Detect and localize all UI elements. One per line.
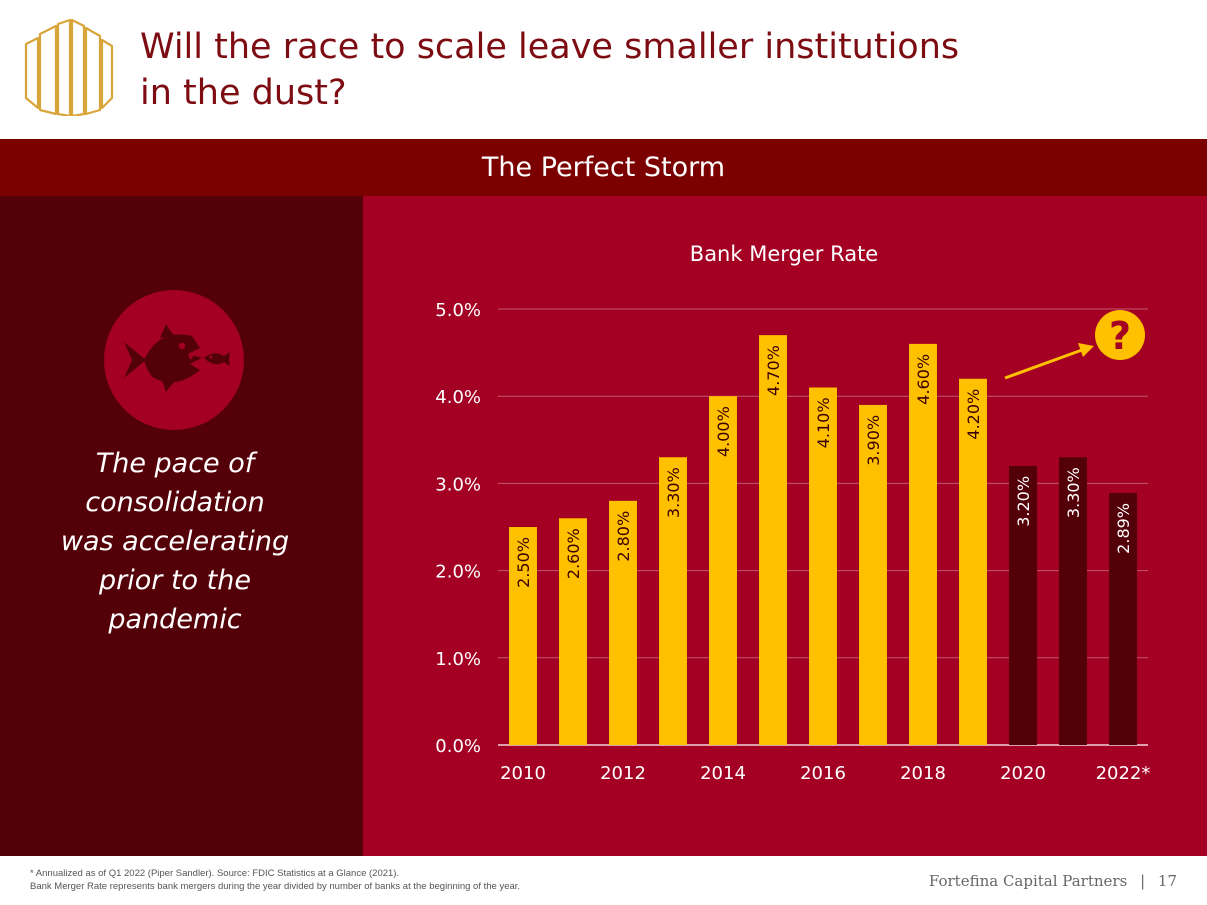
quote-line: prior to the — [99, 565, 251, 596]
bar-2016 — [809, 387, 837, 745]
title-line-1: Will the race to scale leave smaller ins… — [140, 27, 960, 67]
page-number: 17 — [1157, 872, 1177, 890]
bar-2020 — [1009, 465, 1037, 745]
question-mark: ? — [1109, 314, 1131, 358]
y-tick-label: 1.0% — [435, 649, 481, 670]
bar-2012 — [609, 500, 637, 745]
bar-data-label: 4.00% — [714, 406, 733, 457]
footnote: * Annualized as of Q1 2022 (Piper Sandle… — [30, 867, 520, 893]
x-tick-label: 2010 — [500, 763, 546, 784]
x-tick-label: 2016 — [800, 763, 846, 784]
bar-data-label: 4.10% — [814, 397, 833, 448]
footer-brand: Fortefina Capital Partners | 17 — [929, 872, 1177, 890]
bar-2018 — [909, 343, 937, 745]
bar-2011 — [559, 518, 587, 745]
bar-data-label: 2.60% — [564, 528, 583, 579]
x-tick-label: 2022* — [1096, 763, 1151, 784]
question-circle-icon — [1095, 310, 1145, 360]
x-tick-label: 2020 — [1000, 763, 1046, 784]
y-tick-label: 4.0% — [435, 387, 481, 408]
footnote-line-1: * Annualized as of Q1 2022 (Piper Sandle… — [30, 868, 400, 879]
title-line-2: in the dust? — [140, 73, 347, 113]
quote-line: consolidation — [85, 487, 265, 518]
chart-title: Bank Merger Rate — [690, 242, 878, 266]
bar-data-label: 4.20% — [964, 389, 983, 440]
bar-data-label: 2.89% — [1114, 503, 1133, 554]
bars — [509, 335, 1137, 745]
bar-2021 — [1059, 457, 1087, 745]
bar-data-label: 2.50% — [514, 537, 533, 588]
bar-2019 — [959, 378, 987, 745]
bar-data-label: 4.60% — [914, 354, 933, 405]
quote-line: pandemic — [108, 604, 242, 635]
bar-data-label: 3.30% — [1064, 467, 1083, 518]
bar-data-label: 3.20% — [1014, 476, 1033, 527]
bar-2010 — [509, 527, 537, 745]
bar-data-label: 4.70% — [764, 345, 783, 396]
bar-data-labels: 2.50% 2.60% 2.80% 3.30% 4.00% 4.70% 4.10% 3.90%… — [514, 345, 1133, 588]
quote-line: was accelerating — [60, 526, 290, 557]
bar-data-label: 3.30% — [664, 467, 683, 518]
bar-2017 — [859, 404, 887, 745]
y-tick-label: 5.0% — [435, 300, 481, 321]
fish-circle — [104, 290, 244, 430]
future-annotation: ? — [1004, 310, 1145, 380]
brand-name: Fortefina Capital Partners — [928, 872, 1128, 890]
bar-2022* — [1109, 492, 1137, 745]
arrow-line — [1004, 348, 1083, 380]
bar-2013 — [659, 457, 687, 745]
bar-data-label: 3.90% — [864, 415, 883, 466]
y-axis-ticks: 0.0% 1.0% 2.0% 3.0% 4.0% 5.0% — [435, 300, 481, 757]
x-tick-label: 2014 — [700, 763, 746, 784]
bar-data-label: 2.80% — [614, 511, 633, 562]
arrow-head-icon — [1078, 343, 1094, 357]
y-tick-label: 0.0% — [435, 736, 481, 757]
big-fish-eating-small-fish-icon — [124, 324, 230, 392]
x-tick-label: 2012 — [600, 763, 646, 784]
bar-2015 — [759, 335, 787, 745]
quote-line: The pace of — [95, 448, 255, 479]
x-tick-label: 2018 — [900, 763, 946, 784]
consolidation-quote: The pace of consolidation was accelerati… — [30, 444, 320, 639]
y-tick-label: 3.0% — [435, 474, 481, 495]
y-tick-label: 2.0% — [435, 562, 481, 583]
page-title: Will the race to scale leave smaller ins… — [140, 24, 1180, 116]
footer-separator: | — [1140, 872, 1146, 890]
x-axis-ticks: 2010 2012 2014 2016 2018 2020 2022* — [500, 763, 1150, 784]
company-logo-icon — [24, 18, 114, 116]
section-banner: The Perfect Storm — [0, 139, 1207, 196]
bar-2014 — [709, 396, 737, 745]
footnote-line-2: Bank Merger Rate represents bank mergers… — [30, 881, 521, 892]
